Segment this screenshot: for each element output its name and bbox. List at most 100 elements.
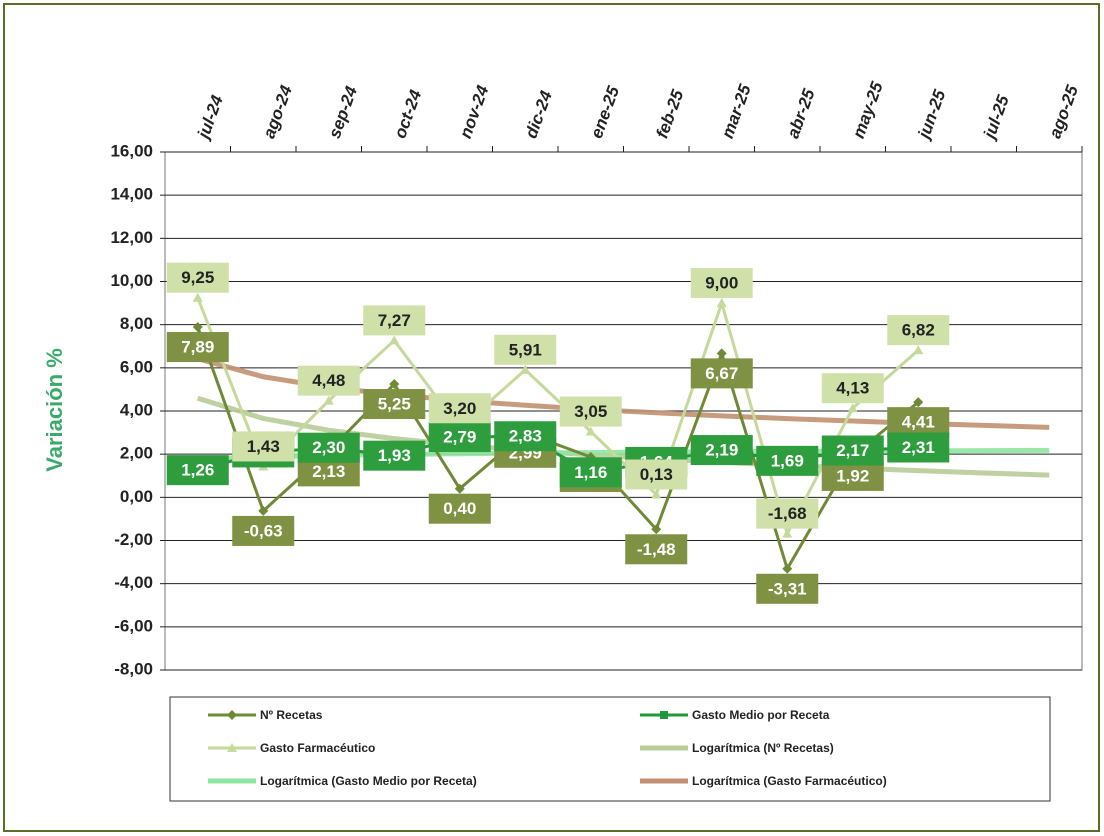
y-tick-label: 16,00 (110, 141, 153, 160)
data-label-box (887, 315, 950, 346)
marker (192, 322, 203, 333)
data-label: -3,31 (768, 579, 807, 598)
data-label-box (363, 440, 426, 471)
data-label-box (756, 498, 819, 529)
trendline (197, 395, 1050, 478)
data-label-box (166, 262, 229, 293)
data-label-box (821, 435, 884, 466)
data-label-box (887, 407, 950, 438)
data-label-box (690, 435, 753, 466)
data-label-box (625, 534, 688, 565)
marker (389, 379, 400, 390)
data-label-box (559, 396, 622, 427)
y-tick-label: 4,00 (120, 400, 153, 419)
data-label: 1,92 (836, 466, 869, 485)
data-label-box (494, 334, 557, 365)
marker (389, 335, 400, 345)
y-tick-label: 6,00 (120, 357, 153, 376)
y-tick-label: -4,00 (114, 573, 153, 592)
data-label: 0,13 (640, 465, 673, 484)
data-label-box (756, 445, 819, 476)
data-label-box (232, 515, 295, 546)
marker (323, 395, 334, 405)
data-label: -0,63 (244, 521, 283, 540)
y-tick-label: 8,00 (120, 314, 153, 333)
data-label: 2,79 (443, 428, 476, 447)
marker (651, 489, 662, 499)
legend-label: Gasto Farmacéutico (260, 741, 375, 755)
data-label-box (232, 431, 295, 462)
marker (847, 403, 858, 413)
data-label: 2,83 (509, 427, 542, 446)
marker (454, 483, 465, 494)
data-label-box (297, 432, 360, 463)
data-label: 4,48 (312, 371, 345, 390)
y-tick-label: 2,00 (120, 444, 153, 463)
data-label-box (821, 460, 884, 491)
marker (192, 292, 203, 302)
y-tick-label: 12,00 (110, 228, 153, 247)
data-label-box (428, 493, 491, 524)
y-tick-label: -2,00 (114, 530, 153, 549)
marker (651, 524, 662, 535)
data-label-box (363, 389, 426, 420)
data-label: 1,26 (181, 461, 214, 480)
legend-label: Gasto Medio por Receta (692, 708, 830, 722)
data-label: 7,89 (181, 338, 214, 357)
data-label: 3,20 (443, 399, 476, 418)
data-label-box (494, 421, 557, 452)
data-label-box (428, 422, 491, 453)
data-label: 1,93 (378, 446, 411, 465)
data-label: 0,40 (443, 499, 476, 518)
data-label-box (756, 573, 819, 604)
data-label: 1,43 (247, 437, 280, 456)
data-label: -1,48 (637, 540, 676, 559)
legend-marker (227, 710, 237, 720)
data-label: 9,00 (705, 274, 738, 293)
legend-label: Logarítmica (Gasto Farmacéutico) (692, 774, 887, 788)
legend-label: Nº Recetas (260, 708, 323, 722)
legend-marker (660, 711, 668, 719)
y-tick-label: -8,00 (114, 659, 153, 678)
y-tick-label: -6,00 (114, 616, 153, 635)
data-label-box (428, 393, 491, 424)
data-label-box (559, 457, 622, 488)
data-label: 6,82 (902, 321, 935, 340)
data-label-box (887, 432, 950, 463)
data-label: 6,67 (705, 364, 738, 383)
marker (520, 364, 531, 374)
marker (913, 345, 924, 355)
marker (782, 563, 793, 574)
y-tick-label: 0,00 (120, 487, 153, 506)
data-label: 2,19 (705, 441, 738, 460)
legend-marker (227, 743, 237, 752)
data-label-box (166, 332, 229, 363)
data-label: 5,91 (509, 340, 542, 359)
data-label-box (363, 305, 426, 336)
y-tick-label: 10,00 (110, 271, 153, 290)
data-label: 4,13 (836, 379, 869, 398)
data-label: 9,25 (181, 268, 214, 287)
data-label-box (166, 455, 229, 486)
data-label: 2,31 (902, 438, 935, 457)
y-tick-label: 14,00 (110, 185, 153, 204)
legend-label: Logarítmica (Gasto Medio por Receta) (260, 774, 477, 788)
data-label: 2,30 (312, 438, 345, 457)
data-label-box (297, 365, 360, 396)
data-label-box (690, 268, 753, 299)
marker (716, 298, 727, 308)
y-axis-title: Variación % (42, 348, 67, 472)
data-label: 7,27 (378, 311, 411, 330)
marker (782, 528, 793, 538)
data-label-box (690, 358, 753, 389)
data-label: 2,17 (836, 441, 869, 460)
data-label: 4,41 (902, 413, 935, 432)
data-label: 3,05 (574, 402, 607, 421)
data-label-box (821, 373, 884, 404)
marker (913, 397, 924, 408)
legend-box (169, 696, 1051, 802)
data-label-box (625, 459, 688, 490)
legend-label: Logarítmica (Nº Recetas) (692, 741, 834, 755)
data-label: 2,13 (312, 462, 345, 481)
